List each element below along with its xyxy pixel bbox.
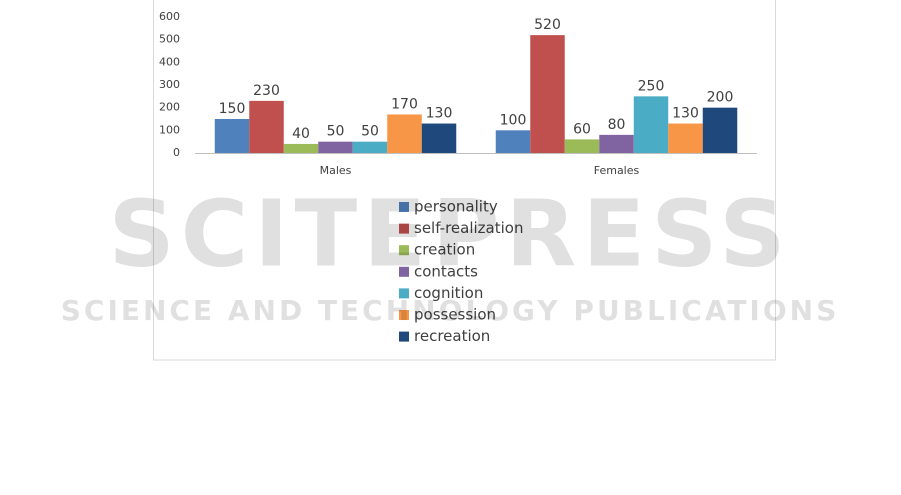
x-tick-label: Males (320, 164, 352, 177)
data-label: 130 (426, 106, 453, 122)
y-tick-label: 600 (159, 10, 180, 23)
legend-label: cognition (414, 284, 483, 302)
legend-label: personality (414, 198, 498, 216)
legend-swatch (399, 245, 409, 256)
data-label: 230 (253, 83, 280, 99)
legend-swatch (399, 223, 409, 234)
y-tick-label: 400 (159, 55, 180, 68)
bar (530, 35, 565, 154)
bar (249, 100, 284, 153)
bar (352, 141, 388, 153)
y-tick-label: 0 (173, 146, 180, 159)
bar (668, 123, 703, 153)
legend-swatch (399, 310, 409, 320)
bar (214, 119, 250, 153)
y-tick-label: 300 (159, 78, 180, 91)
legend-swatch (399, 202, 409, 212)
data-label: 200 (707, 90, 734, 106)
data-label: 520 (534, 17, 561, 33)
watermark: SCIENCE AND TECHNOLOGY PUBLICATIONS (61, 294, 840, 327)
watermark: SCITEPRESS (108, 180, 791, 287)
legend-label: creation (414, 241, 475, 259)
data-label: 150 (219, 101, 246, 117)
legend-swatch (399, 288, 409, 299)
data-label: 250 (638, 78, 665, 94)
data-label: 40 (292, 126, 310, 142)
legend-label: recreation (414, 327, 490, 345)
legend-label: contacts (414, 262, 478, 280)
data-label: 100 (500, 112, 527, 128)
bar (283, 143, 319, 153)
bar (318, 141, 353, 153)
bar (421, 123, 457, 153)
data-label: 130 (672, 106, 699, 122)
bar (702, 107, 738, 153)
bar (633, 96, 669, 153)
data-label: 80 (608, 117, 626, 133)
legend-label: self-realization (414, 219, 523, 237)
chart-frame (153, 0, 776, 361)
y-tick-label: 500 (159, 33, 180, 46)
x-tick-label: Females (594, 164, 640, 177)
data-label: 170 (391, 96, 418, 112)
y-tick-label: 100 (159, 123, 180, 136)
legend-swatch (399, 266, 409, 277)
data-label: 50 (327, 124, 345, 140)
bar (564, 139, 600, 153)
y-tick-label: 200 (159, 101, 180, 114)
data-label: 50 (361, 124, 379, 140)
data-label: 60 (573, 121, 591, 137)
legend-swatch (399, 331, 409, 342)
legend-label: possession (414, 306, 496, 324)
bar (495, 130, 531, 153)
bar (387, 114, 422, 153)
bar (599, 134, 634, 153)
